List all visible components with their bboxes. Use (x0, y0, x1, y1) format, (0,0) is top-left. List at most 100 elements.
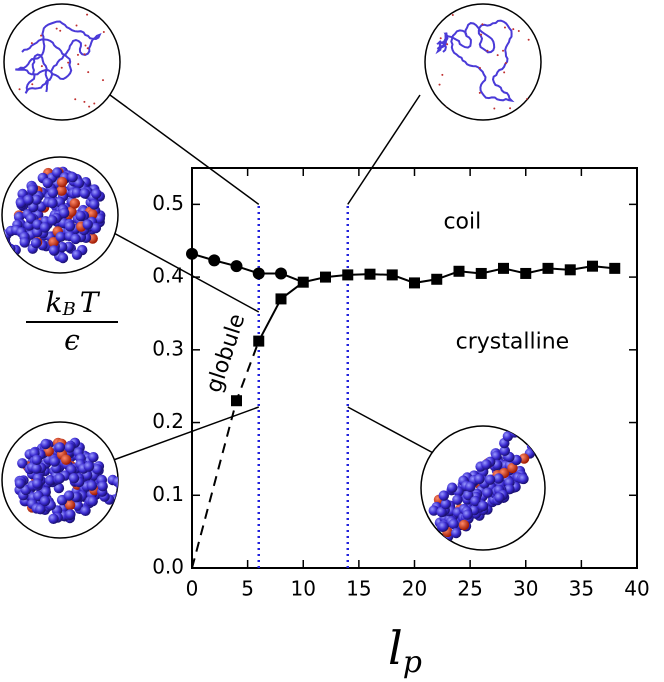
bead (448, 518, 459, 530)
bead (19, 237, 30, 248)
dot (59, 29, 62, 32)
marker (342, 269, 354, 281)
bead (494, 492, 505, 503)
bead (68, 473, 80, 484)
dot (87, 71, 90, 74)
connector (111, 231, 260, 313)
bead (39, 222, 51, 233)
bead (80, 505, 91, 516)
dot (106, 13, 109, 16)
bead (32, 478, 43, 489)
bead (48, 245, 60, 256)
bead (518, 473, 529, 485)
dot (40, 65, 43, 68)
bead (484, 474, 496, 485)
dot (486, 49, 489, 52)
marker (253, 335, 265, 347)
bead (64, 442, 75, 453)
bead (35, 504, 46, 515)
marker (386, 269, 398, 281)
bead (75, 210, 86, 222)
chain (435, 19, 515, 103)
y-label-t: T (80, 286, 101, 319)
dot (496, 54, 499, 57)
dot (83, 100, 86, 103)
bead (70, 233, 81, 245)
bead (499, 445, 510, 456)
y-tick-label: 0.5 (152, 191, 184, 215)
dot (18, 88, 21, 91)
bead (54, 442, 65, 453)
bead (474, 473, 485, 485)
annotation: coil (443, 210, 481, 235)
bead (438, 521, 449, 532)
bead (48, 237, 59, 248)
y-axis-label-denominator: ϵ (64, 324, 80, 357)
bead (32, 226, 43, 238)
bead (47, 215, 58, 226)
dot (102, 30, 105, 33)
dot (83, 53, 86, 56)
x-axis-label: lp (388, 621, 422, 680)
y-tick-label: 0.1 (152, 482, 184, 506)
polymer (428, 427, 538, 542)
dot (438, 18, 441, 21)
marker (320, 271, 331, 283)
x-label-main: l (388, 621, 403, 675)
bead (57, 252, 69, 264)
bead (452, 494, 463, 505)
bead (440, 498, 451, 510)
bead (64, 499, 76, 511)
bead (42, 177, 53, 189)
dot (527, 16, 530, 19)
dot (437, 15, 440, 18)
marker (275, 293, 287, 305)
dot (503, 71, 506, 74)
x-tick-label: 30 (513, 577, 538, 601)
marker (208, 254, 221, 267)
dot (55, 27, 58, 30)
insets (1, 3, 546, 551)
dot (478, 66, 481, 69)
dot (93, 102, 96, 105)
bead (462, 509, 473, 520)
marker (297, 276, 309, 288)
dot (60, 66, 63, 69)
bead (493, 473, 504, 484)
dot (84, 44, 87, 47)
dot (438, 83, 441, 86)
bead (517, 427, 528, 438)
dot (67, 61, 70, 64)
dot (527, 38, 530, 41)
bead (72, 500, 84, 511)
dot (439, 37, 442, 40)
bead (31, 454, 42, 465)
bead (91, 188, 102, 199)
bead (69, 198, 81, 209)
dot (446, 43, 449, 46)
y-label-k: k (46, 286, 63, 319)
dot (480, 33, 483, 36)
y-axis-label: kB T (46, 286, 101, 321)
bead (47, 187, 59, 198)
bead (65, 509, 76, 520)
y-label-sub: B (62, 299, 76, 320)
bead (14, 478, 26, 489)
bead (64, 221, 76, 232)
bead (79, 188, 91, 199)
bead (71, 249, 83, 260)
dot (77, 63, 80, 66)
bead (438, 490, 449, 501)
connector (347, 94, 421, 205)
bead (71, 187, 83, 198)
marker (564, 264, 576, 276)
marker (431, 273, 443, 285)
connector (107, 406, 260, 463)
bead (87, 496, 98, 507)
marker (186, 247, 198, 260)
x-tick-label: 35 (569, 577, 594, 601)
x-tick-label: 0 (186, 577, 199, 601)
inset-circle (3, 3, 121, 121)
bead (92, 464, 103, 475)
marker (542, 262, 554, 274)
